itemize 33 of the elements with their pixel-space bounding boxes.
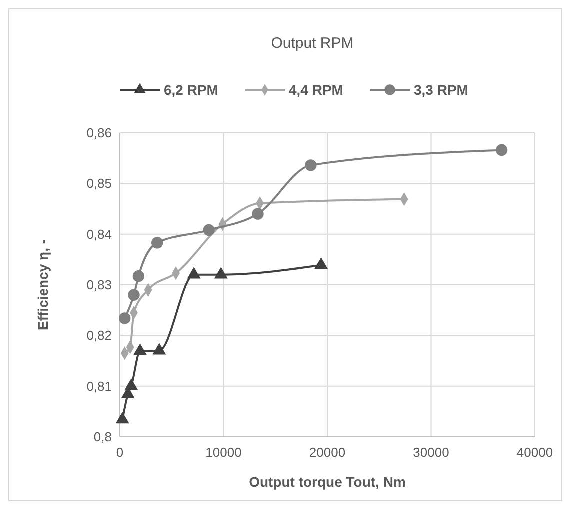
point (314, 258, 328, 270)
x-tick-label: 40000 (516, 445, 554, 460)
x-axis-title: Output torque Tout, Nm (249, 474, 406, 490)
legend-label: 3,3 RPM (414, 82, 468, 98)
legend-label: 6,2 RPM (164, 82, 218, 98)
point (305, 160, 317, 172)
x-tick-label: 20000 (309, 445, 346, 460)
point (152, 237, 164, 249)
y-tick-label: 0,83 (86, 278, 112, 293)
y-tick-label: 0,8 (94, 430, 112, 445)
point (134, 344, 147, 356)
y-tick-label: 0,85 (86, 176, 112, 192)
point (132, 270, 145, 282)
point (125, 379, 138, 390)
point (203, 224, 215, 236)
x-tick-label: 30000 (413, 445, 450, 460)
point (214, 268, 228, 279)
y-tick-label: 0,81 (86, 378, 112, 394)
y-tick-label: 0,86 (86, 126, 112, 141)
legend-label: 4,4 RPM (289, 82, 344, 98)
point (496, 144, 508, 156)
y-axis-title: Efficiency η, - (35, 239, 51, 331)
y-tick-label: 0,82 (86, 328, 112, 344)
point (188, 268, 200, 279)
chart-title: Output RPM (271, 35, 354, 52)
x-tick-label: 0 (116, 445, 124, 460)
point (153, 344, 166, 355)
point (128, 289, 140, 301)
point (119, 312, 131, 324)
x-tick-label: 10000 (206, 445, 242, 460)
point (252, 208, 264, 220)
y-tick-label: 0,84 (86, 226, 112, 242)
point (116, 412, 129, 424)
